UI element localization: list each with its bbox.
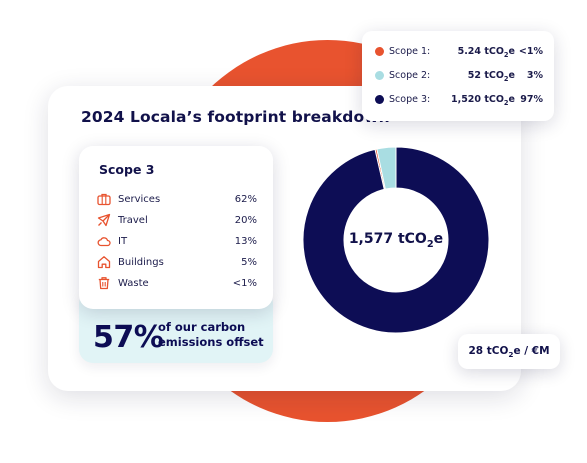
legend-item-scope2: Scope 2: 52 tCO2e 3% [375, 70, 543, 84]
offset-line-1: of our carbon [158, 320, 246, 334]
legend-swatch [375, 71, 384, 80]
scope3-card: Scope 3 Services 62% Travel 20% IT 13% [79, 146, 273, 309]
list-item-waste: Waste <1% [97, 276, 257, 292]
list-item-it: IT 13% [97, 234, 257, 250]
legend-value-num: 52 tCO [467, 70, 504, 81]
donut-center-label: 1,577 tCO2e [340, 231, 452, 250]
legend-share: <1% [518, 46, 543, 57]
legend-item-scope3: Scope 3: 1,520 tCO2e 97% [375, 94, 543, 108]
house-icon [97, 255, 111, 269]
intensity-sub: 2 [508, 350, 514, 360]
list-item-travel: Travel 20% [97, 213, 257, 229]
donut-center-value: 1,577 tCO [348, 231, 427, 247]
list-item-label: Waste [118, 278, 149, 289]
legend-swatch [375, 47, 384, 56]
legend-name: Scope 2: [389, 70, 431, 81]
legend-name: Scope 3: [389, 94, 431, 105]
list-item-label: Buildings [118, 257, 164, 268]
list-item-percent: 20% [234, 215, 257, 226]
donut-center-suffix: e [433, 231, 444, 247]
legend-value-sub: 2 [503, 98, 509, 107]
airplane-icon [97, 213, 111, 227]
legend-value: 52 tCO2e [429, 70, 515, 83]
list-item-label: IT [118, 236, 128, 247]
intensity-suffix: e / €M [513, 345, 550, 357]
list-item-label: Travel [118, 215, 148, 226]
list-item-percent: 13% [234, 236, 257, 247]
legend-value-suffix: e [508, 70, 515, 81]
legend-value: 1,520 tCO2e [429, 94, 515, 107]
list-item-percent: <1% [232, 278, 257, 289]
donut-center-sub: 2 [426, 238, 434, 250]
list-item-percent: 5% [241, 257, 257, 268]
legend-value-sub: 2 [503, 50, 509, 59]
offset-line-2: emissions offset [158, 335, 264, 349]
offset-percent: 57% [93, 320, 164, 355]
donut-chart [303, 147, 489, 333]
scope3-title: Scope 3 [99, 162, 155, 177]
intensity-badge: 28 tCO2e / €M [458, 334, 560, 369]
list-item-label: Services [118, 194, 161, 205]
legend-name: Scope 1: [389, 46, 431, 57]
list-item-buildings: Buildings 5% [97, 255, 257, 271]
legend-value-sub: 2 [503, 74, 509, 83]
legend-value-num: 1,520 tCO [450, 94, 504, 105]
legend-value-suffix: e [508, 94, 515, 105]
legend-item-scope1: Scope 1: 5.24 tCO2e <1% [375, 46, 543, 60]
page-title: 2024 Locala’s footprint breakdown [81, 108, 390, 126]
legend-value: 5.24 tCO2e [429, 46, 515, 59]
list-item-services: Services 62% [97, 192, 257, 208]
offset-description: of our carbon emissions offset [158, 320, 268, 350]
legend-share: 97% [520, 94, 543, 105]
list-item-percent: 62% [234, 194, 257, 205]
legend-value-suffix: e [508, 46, 515, 57]
legend-swatch [375, 95, 384, 104]
donut-slice-scope-3 [303, 147, 489, 333]
intensity-value: 28 tCO [468, 345, 509, 357]
briefcase-icon [97, 192, 111, 206]
legend-value-num: 5.24 tCO [457, 46, 504, 57]
legend-share: 3% [526, 70, 543, 81]
cloud-icon [97, 234, 111, 248]
trash-icon [97, 276, 111, 290]
legend-card: Scope 1: 5.24 tCO2e <1% Scope 2: 52 tCO2… [362, 31, 554, 121]
